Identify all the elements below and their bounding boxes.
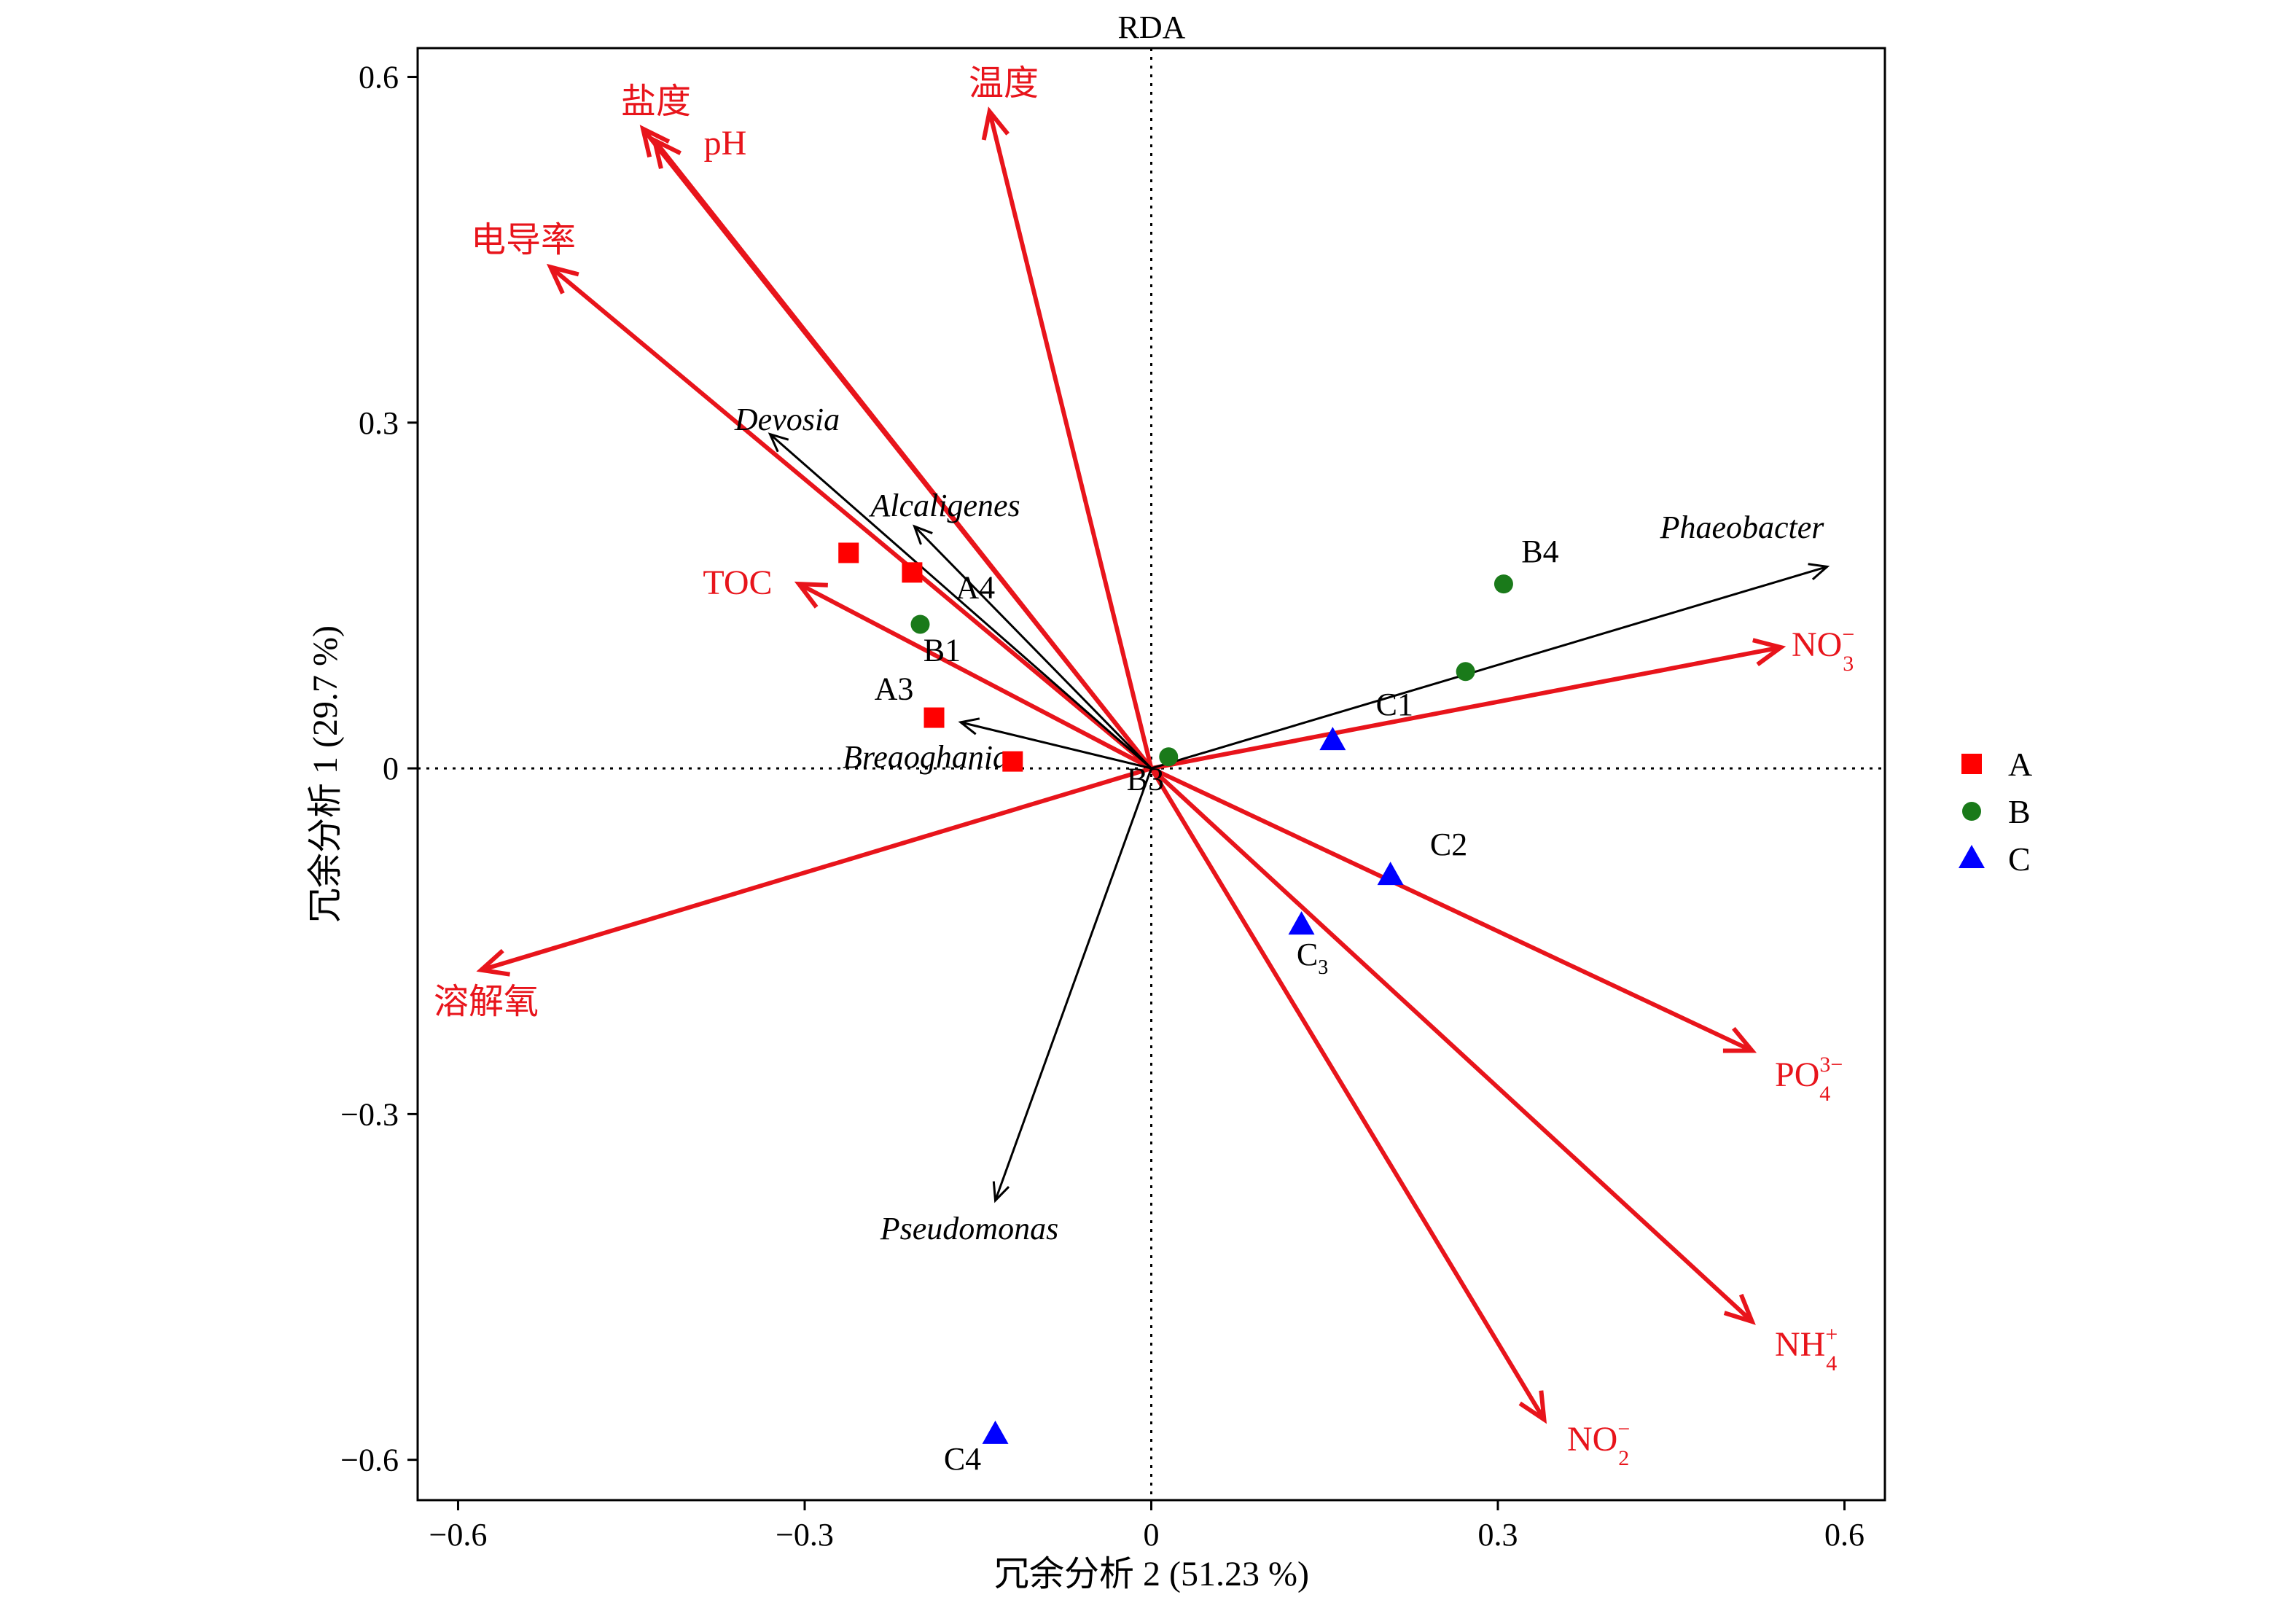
arrowhead — [1723, 1293, 1756, 1325]
sample-label: B4 — [1521, 534, 1558, 569]
arrowhead — [768, 432, 789, 453]
sample-marker-a — [902, 562, 923, 583]
env-label: NO− 3 — [1792, 623, 1854, 676]
legend: ABC — [1959, 746, 2032, 878]
sample-marker-b — [1962, 802, 1981, 821]
env-vector-no2 — [1149, 767, 1546, 1421]
sample-marker-c — [982, 1420, 1009, 1444]
sample-marker-b — [910, 614, 930, 634]
y-tick-label: 0 — [383, 751, 399, 787]
species-vector-alcaligenes — [913, 526, 1152, 770]
legend-label-a: A — [2008, 746, 2032, 783]
x-tick-label: 0 — [1144, 1517, 1160, 1553]
env-label: NO− 2 — [1567, 1417, 1630, 1470]
arrowhead — [1722, 1026, 1757, 1053]
env-label: 溶解氧 — [434, 983, 539, 1021]
env-label: NH+ 4 — [1775, 1322, 1838, 1375]
sample-label: B1 — [924, 632, 961, 668]
sample-label: C4 — [944, 1441, 981, 1477]
sample-label: A4 — [956, 569, 995, 605]
sample-label: C1 — [1376, 687, 1413, 722]
env-label: 盐度 — [621, 82, 691, 121]
env-vector- — [549, 265, 1153, 770]
x-tick-label: −0.3 — [776, 1517, 834, 1553]
arrowhead — [992, 1181, 1010, 1203]
sample-marker-a — [924, 707, 945, 728]
sample-label: B3 — [1127, 761, 1164, 797]
sample-label: C2 — [1430, 827, 1467, 862]
species-vector-phaeobacter — [1151, 565, 1828, 770]
species-label-alcaligenes: Alcaligenes — [868, 488, 1020, 523]
chart-title: RDA — [1118, 9, 1186, 45]
env-vector-po4 — [1150, 766, 1753, 1053]
y-tick-label: −0.6 — [340, 1443, 399, 1478]
arrowhead — [546, 263, 579, 294]
env-vector- — [987, 111, 1154, 769]
x-tick-label: 0.3 — [1478, 1517, 1518, 1553]
sample-marker-a — [1002, 751, 1023, 772]
y-tick-label: 0.6 — [359, 60, 399, 95]
species-label-breaoghania: Breaoghania — [843, 739, 1009, 775]
species-label-devosia: Devosia — [734, 402, 840, 437]
arrowhead — [639, 125, 671, 158]
env-vector-no3 — [1150, 645, 1781, 771]
arrowhead — [476, 948, 510, 977]
y-axis-label: 冗余分析 1 (29.7 %) — [306, 625, 345, 923]
arrowhead — [1808, 563, 1830, 580]
species-vector-devosia — [769, 433, 1152, 770]
sample-marker-b — [1493, 574, 1513, 594]
sample-marker-c — [1319, 727, 1346, 751]
legend-label-c: C — [2008, 840, 2031, 878]
env-vector-ph — [652, 138, 1153, 770]
x-axis-label: 冗余分析 2 (51.23 %) — [994, 1555, 1309, 1593]
sample-marker-b — [1456, 662, 1475, 682]
sample-marker-c — [1377, 862, 1404, 886]
legend-label-b: B — [2008, 793, 2031, 830]
arrowhead — [1518, 1390, 1547, 1424]
arrowhead — [651, 136, 682, 169]
arrowhead — [958, 717, 980, 735]
arrowhead — [913, 524, 933, 545]
y-tick-label: 0.3 — [359, 405, 399, 441]
env-label: 电导率 — [471, 221, 576, 259]
y-tick-label: −0.3 — [340, 1096, 399, 1132]
sample-label: C3 — [1297, 937, 1328, 979]
arrowhead — [1752, 638, 1787, 667]
env-vector- — [480, 766, 1152, 972]
sample-marker-c — [1288, 911, 1315, 935]
arrowhead — [794, 581, 828, 609]
env-label: pH — [704, 124, 747, 163]
species-label-phaeobacter: Phaeobacter — [1660, 510, 1825, 545]
arrowhead — [981, 106, 1010, 141]
sample-label: A3 — [875, 671, 914, 707]
x-tick-label: −0.6 — [429, 1517, 488, 1553]
sample-marker-b — [1159, 747, 1179, 767]
sample-marker-a — [838, 542, 859, 563]
sample-marker-a — [1961, 754, 1982, 774]
env-vector-toc — [797, 582, 1152, 770]
species-vector-pseudomonas — [994, 768, 1152, 1201]
env-label: PO3− 4 — [1775, 1053, 1843, 1106]
sample-marker-c — [1959, 845, 1985, 868]
env-label: TOC — [703, 563, 772, 602]
species-label-pseudomonas: Pseudomonas — [880, 1211, 1058, 1246]
env-label: 温度 — [969, 64, 1039, 103]
env-vector-nh4 — [1149, 766, 1754, 1324]
species-vector-breaoghania — [960, 721, 1152, 770]
x-tick-label: 0.6 — [1824, 1517, 1864, 1553]
